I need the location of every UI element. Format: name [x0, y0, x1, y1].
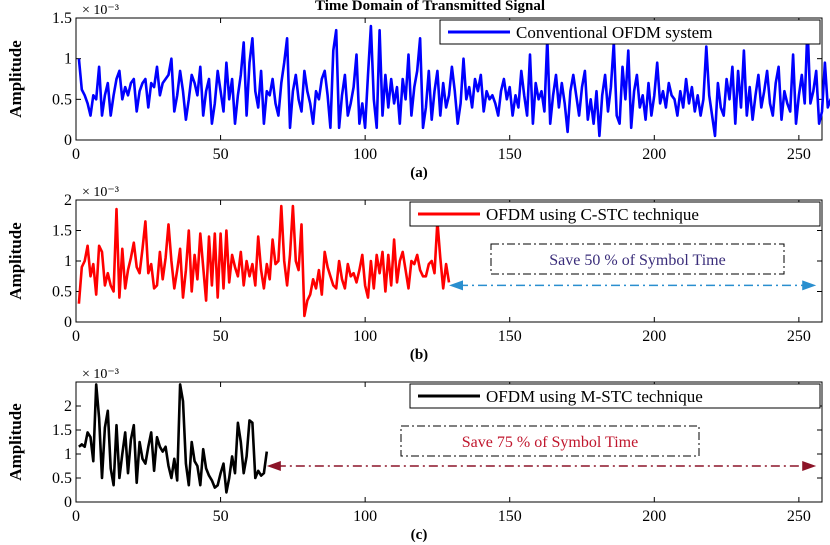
panel-label: (c): [411, 527, 428, 543]
x-tick-label: 0: [72, 508, 80, 525]
arrow-head-left: [266, 461, 281, 471]
y-tick-label: 2: [64, 398, 72, 415]
y-tick-label: 1.5: [52, 422, 72, 439]
figure-title: Time Domain of Transmitted Signal: [315, 0, 545, 14]
y-tick-label: 0.5: [52, 470, 72, 487]
chart-panel-c: 0 50 100 150 200 250 0 0.5 1 1.5 2 × 10⁻³ Amplitude (…: [6, 367, 823, 543]
y-tick-label: 1: [64, 446, 72, 463]
y-tick-label: 0: [64, 314, 72, 331]
y-exponent-label: × 10⁻³: [82, 185, 119, 200]
x-tick-label: 200: [642, 328, 666, 345]
chart-panel-a: 0 50 100 150 200 250 0 0.5 1 1.5 × 10⁻³ Amplitude (a…: [6, 3, 830, 181]
y-exponent-label: × 10⁻³: [82, 367, 119, 382]
chart-panel-b: 0 50 100 150 200 250 0 0.5 1 1.5 2 × 10⁻³ Amplitude (…: [6, 185, 823, 363]
y-tick-label: 2: [64, 192, 72, 209]
legend-label: OFDM using C-STC technique: [486, 205, 699, 224]
legend: OFDM using C-STC technique: [409, 201, 821, 227]
legend: OFDM using M-STC technique: [409, 383, 821, 409]
double-arrow: [266, 461, 817, 471]
double-arrow: [449, 280, 817, 291]
x-tick-label: 50: [213, 328, 229, 345]
annotation-box: Save 75 % of Symbol Time: [400, 425, 700, 457]
y-tick-label: 0.5: [52, 91, 72, 108]
x-tick-label: 0: [72, 146, 80, 163]
legend: Conventional OFDM system: [439, 19, 821, 45]
x-tick-label: 200: [642, 146, 666, 163]
x-tick-label: 150: [498, 508, 522, 525]
x-tick-label: 250: [787, 508, 811, 525]
y-axis-label: Amplitude: [6, 40, 25, 118]
series-line: [77, 204, 451, 318]
plot-area: [75, 17, 823, 141]
y-exponent-label: × 10⁻³: [82, 3, 119, 18]
y-axis-label: Amplitude: [6, 403, 25, 481]
legend-label: Conventional OFDM system: [516, 23, 712, 42]
x-tick-label: 50: [213, 146, 229, 163]
y-tick-label: 1: [64, 51, 72, 68]
x-tick-label: 50: [213, 508, 229, 525]
annotation-frame: [400, 425, 700, 457]
x-tick-label: 100: [353, 146, 377, 163]
y-tick-label: 1.5: [52, 10, 72, 27]
y-tick-label: 1.5: [52, 223, 72, 240]
annotation-text: Save 75 % of Symbol Time: [462, 434, 638, 451]
annotation-text: Save 50 % of Symbol Time: [549, 252, 725, 269]
series-line: [77, 24, 830, 138]
plot-area: [75, 381, 823, 503]
x-tick-label: 150: [498, 328, 522, 345]
y-tick-label: 0.5: [52, 284, 72, 301]
arrow-head-left: [449, 280, 463, 291]
arrow-head-right: [802, 280, 817, 291]
x-tick-label: 150: [498, 146, 522, 163]
arrow-head-right: [802, 461, 817, 471]
annotation-frame: [490, 243, 785, 275]
y-tick-label: 0: [64, 494, 72, 511]
panel-label: (b): [410, 347, 428, 363]
x-tick-label: 200: [642, 508, 666, 525]
x-tick-label: 250: [787, 146, 811, 163]
series-line: [78, 383, 269, 494]
x-tick-label: 250: [787, 328, 811, 345]
x-tick-label: 0: [72, 328, 80, 345]
annotation-box: Save 50 % of Symbol Time: [490, 243, 785, 275]
y-tick-label: 0: [64, 132, 72, 149]
x-tick-label: 100: [353, 328, 377, 345]
y-axis-label: Amplitude: [6, 222, 25, 300]
legend-label: OFDM using M-STC technique: [486, 387, 703, 406]
y-tick-label: 1: [64, 253, 72, 270]
panel-label: (a): [410, 165, 428, 181]
x-tick-label: 100: [353, 508, 377, 525]
